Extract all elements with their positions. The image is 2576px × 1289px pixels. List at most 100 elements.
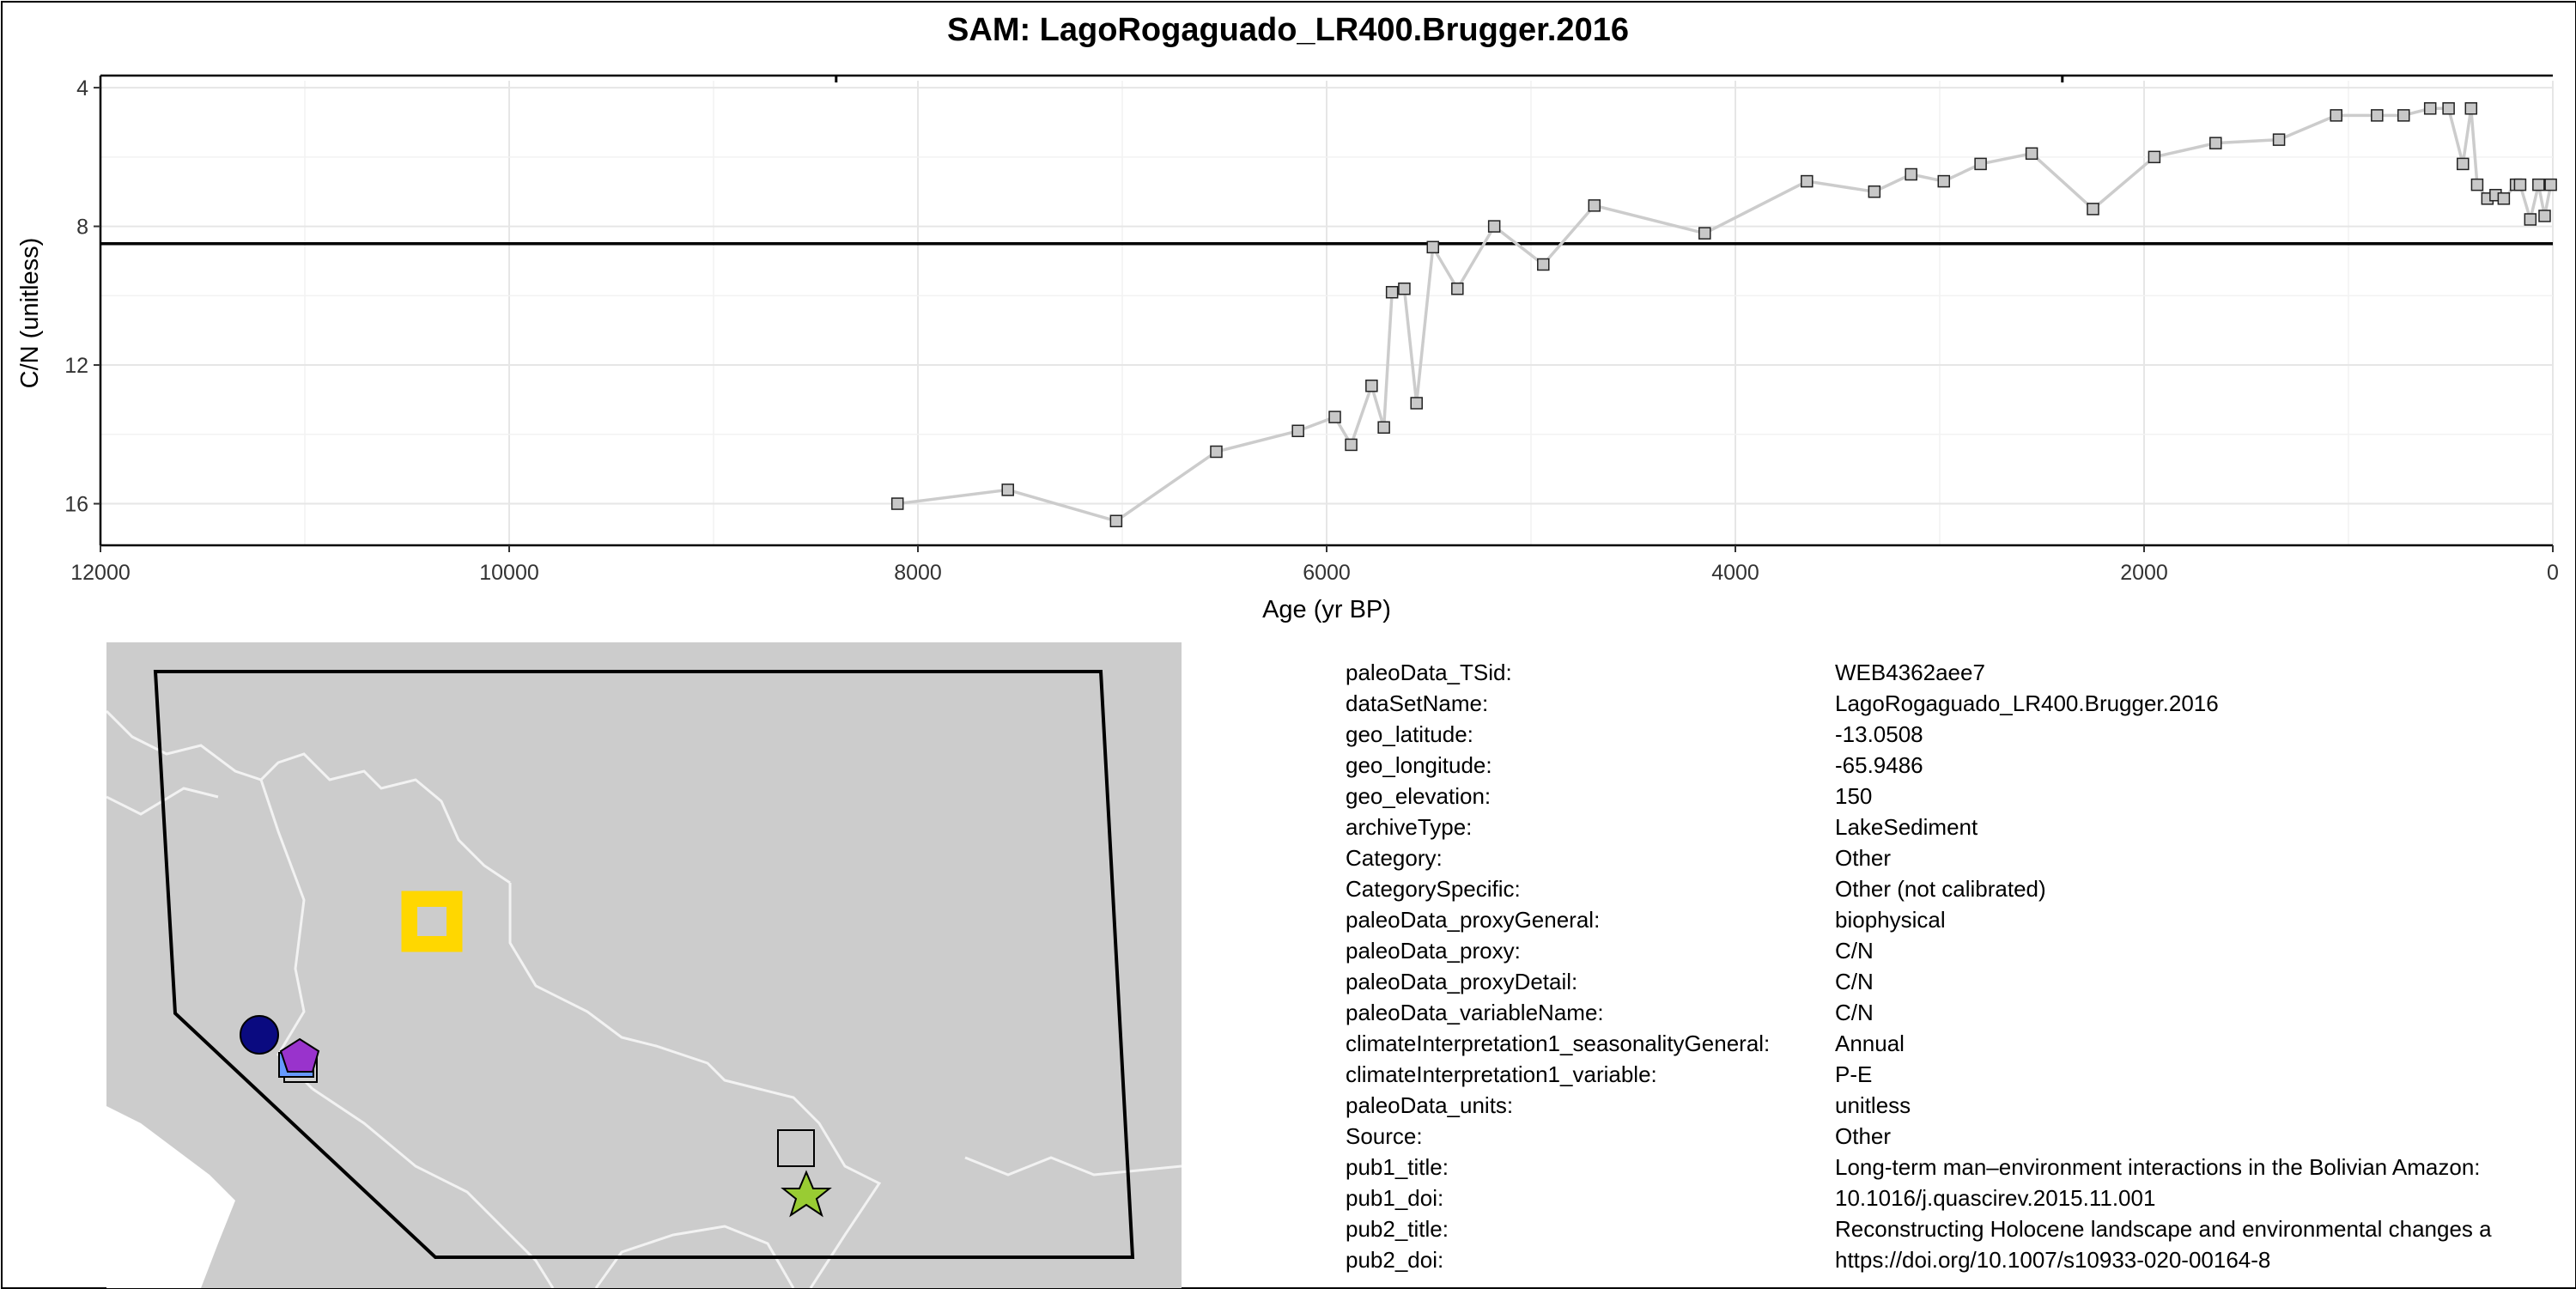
info-row: pub2_doi: https://doi.org/10.1007/s10933-… <box>1346 1244 2492 1275</box>
info-row: paleoData_proxy: C/N <box>1346 935 2492 966</box>
info-key: pub1_doi: <box>1346 1185 1444 1211</box>
data-point <box>2464 102 2478 115</box>
data-point <box>1937 174 1951 188</box>
info-key: paleoData_variableName: <box>1346 1000 1604 1025</box>
x-tick-label: 12000 <box>70 561 131 585</box>
data-point <box>2330 109 2342 122</box>
axis-ticks: 12000 10000 8000 6000 4000 2000 0 4 8 12 16 <box>64 76 2559 585</box>
data-point <box>2087 203 2099 216</box>
site-map <box>106 642 1182 1288</box>
info-key: paleoData_proxy: <box>1346 938 1521 964</box>
data-point <box>1698 227 1711 240</box>
data-point <box>1385 286 1399 299</box>
marker-circle <box>240 1015 279 1055</box>
marker-star <box>781 1170 832 1218</box>
info-key: dataSetName: <box>1346 690 1489 716</box>
info-row: paleoData_variableName: C/N <box>1346 997 2492 1028</box>
info-row: geo_elevation: 150 <box>1346 781 2492 812</box>
data-point <box>1365 380 1378 392</box>
info-key: paleoData_proxyDetail: <box>1346 969 1578 994</box>
data-point <box>890 497 904 510</box>
y-axis-title: C/N (unitless) <box>16 238 44 389</box>
data-point <box>2532 178 2545 192</box>
data-point <box>1426 240 1440 254</box>
y-tick-label: 4 <box>76 76 88 100</box>
series-line <box>896 106 2553 523</box>
info-key: climateInterpretation1_variable: <box>1346 1061 1657 1087</box>
info-key: Category: <box>1346 845 1443 871</box>
info-value: 10.1016/j.quascirev.2015.11.001 <box>1835 1185 2156 1211</box>
x-tick-label: 2000 <box>2120 561 2168 585</box>
info-key: paleoData_TSid: <box>1346 660 1512 685</box>
data-point <box>2025 147 2038 161</box>
data-point <box>1345 438 1358 452</box>
data-point <box>1801 174 1814 188</box>
info-key: geo_longitude: <box>1346 752 1492 778</box>
data-point <box>1868 185 1881 198</box>
data-point <box>1487 220 1501 233</box>
info-row: pub1_doi: 10.1016/j.quascirev.2015.11.001 <box>1346 1183 2492 1213</box>
info-key: Source: <box>1346 1123 1423 1149</box>
info-key: paleoData_units: <box>1346 1092 1514 1118</box>
data-point <box>2470 178 2484 192</box>
info-value: LakeSediment <box>1835 814 1978 840</box>
info-key: archiveType: <box>1346 814 1473 840</box>
marker-square-gray <box>777 1129 815 1167</box>
ocean-region <box>106 1072 235 1288</box>
info-key: geo_latitude: <box>1346 721 1473 747</box>
cn-age-plot: 12000 10000 8000 6000 4000 2000 0 4 8 12 16 Age (y… <box>16 74 2559 623</box>
info-row: paleoData_proxyDetail: C/N <box>1346 966 2492 997</box>
info-row: pub2_title: Reconstructing Holocene lands… <box>1346 1213 2492 1244</box>
info-row: Category: Other <box>1346 842 2492 873</box>
info-key: CategorySpecific: <box>1346 876 1521 902</box>
info-row: dataSetName: LagoRogaguado_LR400.Brugger.… <box>1346 688 2492 719</box>
info-key: pub2_doi: <box>1346 1247 1444 1273</box>
info-value: Long-term man–environment interactions i… <box>1835 1154 2481 1180</box>
x-tick-label: 0 <box>2547 561 2559 585</box>
country-borders <box>106 709 1182 1288</box>
info-key: climateInterpretation1_seasonalityGenera… <box>1346 1031 1771 1056</box>
data-point <box>1905 167 1917 181</box>
data-point <box>2442 102 2455 115</box>
x-axis-title: Age (yr BP) <box>1262 596 1391 623</box>
data-point <box>2457 157 2470 171</box>
info-value: C/N <box>1835 938 1874 964</box>
y-tick-label: 16 <box>64 493 88 517</box>
info-value: Other (not calibrated) <box>1835 876 2046 902</box>
info-value: Reconstructing Holocene landscape and en… <box>1835 1216 2492 1242</box>
data-point <box>1537 258 1550 271</box>
y-tick-label: 12 <box>64 354 88 378</box>
data-point <box>2538 210 2551 222</box>
data-point <box>2497 192 2511 205</box>
info-value: -13.0508 <box>1835 721 1923 747</box>
marker-pentagon <box>279 1037 320 1073</box>
info-row: pub1_title: Long-term man–environment int… <box>1346 1152 2492 1183</box>
data-point <box>2272 133 2286 146</box>
info-row: archiveType: LakeSediment <box>1346 812 2492 842</box>
metadata-table: paleoData_TSid: WEB4362aee7 dataSetName: La… <box>1346 657 2492 1275</box>
x-tick-label: 6000 <box>1303 561 1351 585</box>
chart-title: SAM: LagoRogaguado_LR400.Brugger.2016 <box>947 12 1629 48</box>
data-point <box>2148 150 2161 164</box>
info-key: pub2_title: <box>1346 1216 1449 1242</box>
data-point <box>1588 199 1601 212</box>
info-row: climateInterpretation1_seasonalityGenera… <box>1346 1028 2492 1059</box>
data-point <box>1001 483 1014 496</box>
data-point <box>2423 102 2437 115</box>
info-row: Source: Other <box>1346 1121 2492 1152</box>
x-tick-label: 8000 <box>894 561 942 585</box>
data-point <box>2544 178 2557 192</box>
data-point <box>2371 109 2384 122</box>
info-value: https://doi.org/10.1007/s10933-020-00164… <box>1835 1247 2271 1273</box>
data-point <box>1377 421 1390 434</box>
data-point <box>2524 213 2537 226</box>
x-tick-label: 10000 <box>479 561 539 585</box>
info-row: paleoData_TSid: WEB4362aee7 <box>1346 657 2492 688</box>
info-value: C/N <box>1835 1000 1874 1025</box>
info-row: geo_longitude: -65.9486 <box>1346 750 2492 781</box>
x-tick-label: 4000 <box>1711 561 1759 585</box>
info-value: P-E <box>1835 1061 1873 1087</box>
region-outline <box>153 670 1135 1259</box>
info-row: geo_latitude: -13.0508 <box>1346 719 2492 750</box>
map-canvas <box>106 670 1182 1288</box>
